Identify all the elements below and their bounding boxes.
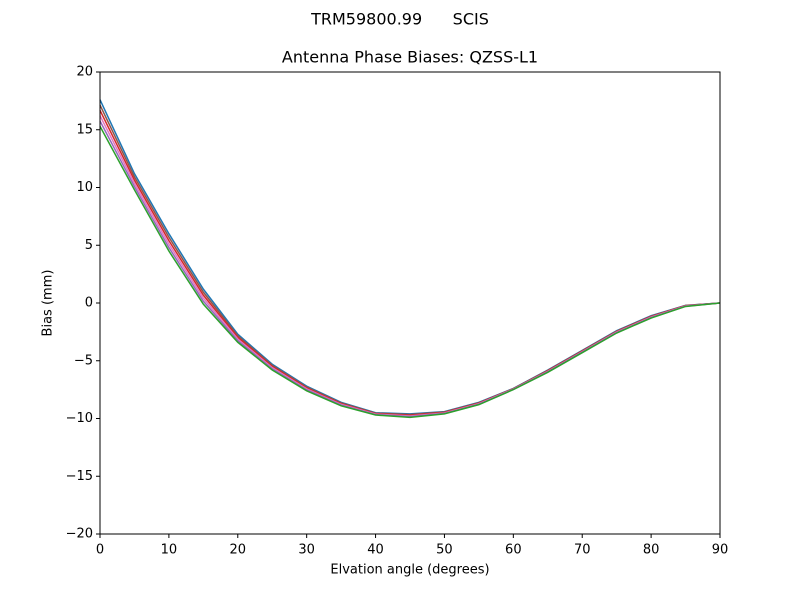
chart-subtitle: Antenna Phase Biases: QZSS-L1 [282,48,538,67]
y-tick-label: −15 [66,469,93,484]
series-line [99,104,721,416]
x-tick-label: 70 [574,543,591,558]
x-tick-label: 40 [367,543,384,558]
series-line [99,120,721,418]
y-tick-label: −10 [66,411,93,426]
series-line [99,115,721,417]
y-tick-label: 15 [76,122,93,137]
series-line [99,125,721,419]
series-line [99,110,721,417]
y-tick-label: 5 [85,238,93,253]
chart-title: TRM59800.99 SCIS [310,10,489,29]
x-tick-label: 10 [161,543,178,558]
y-tick-label: −20 [66,527,93,542]
x-axis-label: Elvation angle (degrees) [330,563,489,578]
plot-frame [99,71,721,535]
x-tick-label: 80 [643,543,660,558]
x-tick-label: 0 [96,543,104,558]
x-tick-label: 20 [230,543,247,558]
x-tick-label: 30 [298,543,315,558]
y-tick-label: 10 [76,180,93,195]
x-tick-label: 50 [436,543,453,558]
y-tick-label: 20 [76,65,93,80]
y-tick-label: 0 [85,296,93,311]
x-tick-label: 60 [505,543,522,558]
y-axis-label: Bias (mm) [41,270,56,337]
x-tick-label: 90 [712,543,729,558]
series-line [99,99,721,415]
y-tick-label: −5 [74,353,93,368]
